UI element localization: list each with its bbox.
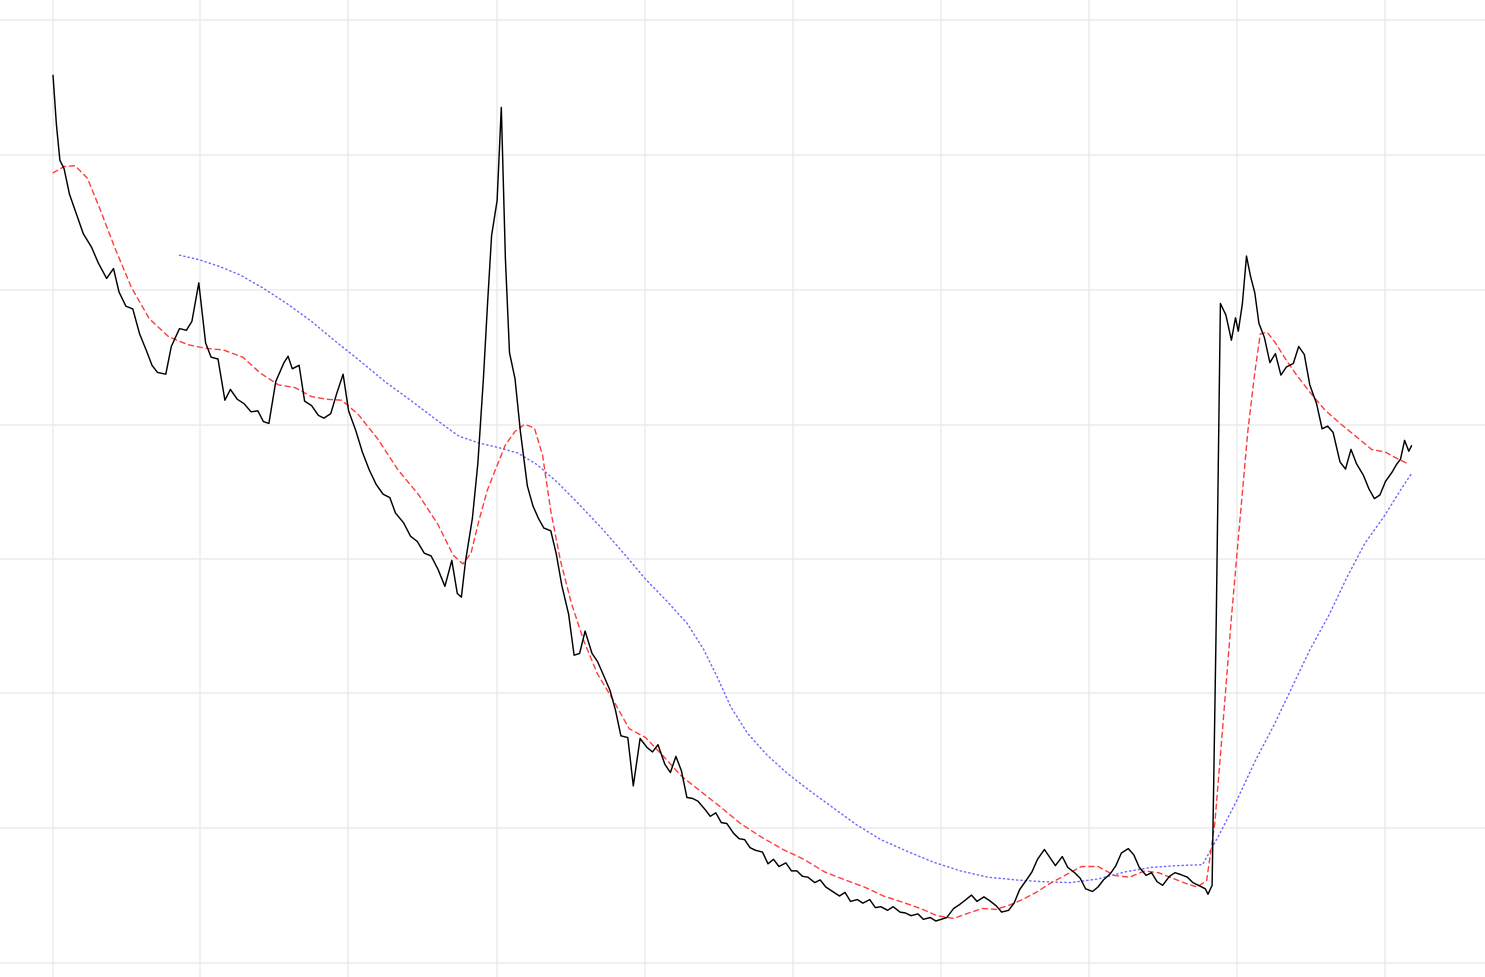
series-layer [52,74,1413,922]
short-moving-average-line [52,165,1407,920]
long-moving-average-line [178,254,1413,884]
price-series-line [52,74,1413,922]
